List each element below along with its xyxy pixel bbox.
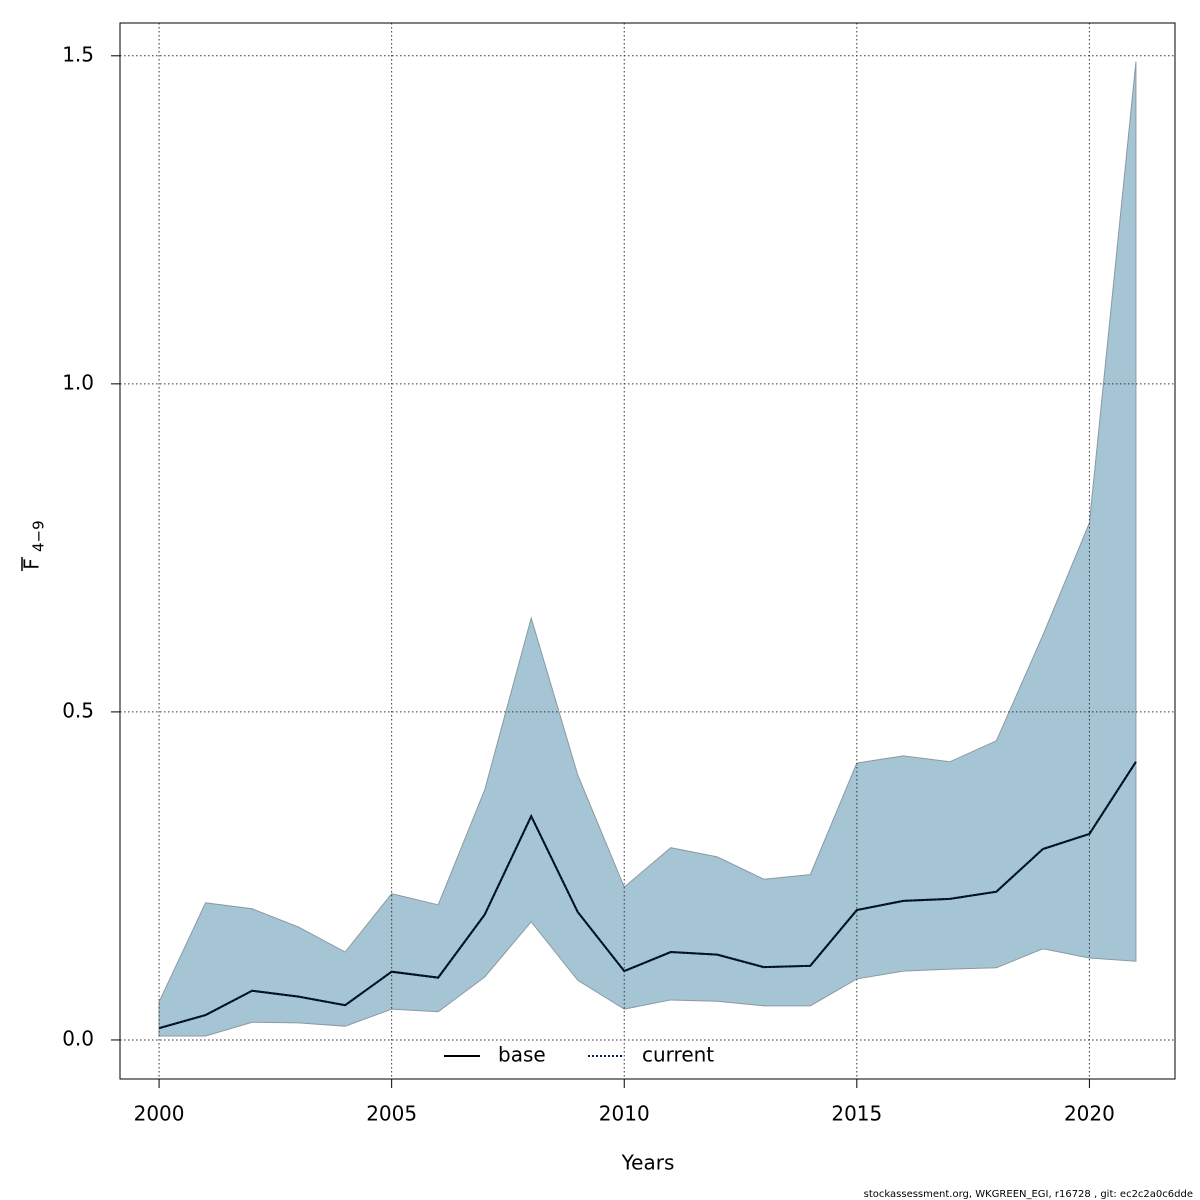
y-axis-label: F (20, 558, 44, 570)
y-tick-label: 0.0 (62, 1026, 94, 1050)
y-tick-label: 1.0 (62, 370, 94, 394)
footer: stockassessment.org, WKGREEN_EGI, r16728… (864, 1189, 1193, 1200)
x-tick-label: 2015 (831, 1102, 882, 1126)
series-line (158, 761, 1137, 1030)
x-tick-label: 2010 (599, 1102, 650, 1126)
x-axis-label: Years (621, 1151, 675, 1175)
x-tick-label: 2020 (1064, 1102, 1115, 1126)
legend-label: current (642, 1043, 714, 1067)
y-axis-label-sub: 4−9 (30, 520, 48, 552)
x-tick-label: 2005 (366, 1102, 417, 1126)
legend-label: base (498, 1043, 546, 1067)
x-tick-label: 2000 (134, 1102, 185, 1126)
y-tick-label: 1.5 (62, 42, 94, 66)
y-axis-label-group: F 4−9 (20, 520, 48, 571)
y-tick-label: 0.5 (62, 698, 94, 722)
plot-frame (119, 22, 1176, 1080)
confidence-band (158, 61, 1137, 1037)
